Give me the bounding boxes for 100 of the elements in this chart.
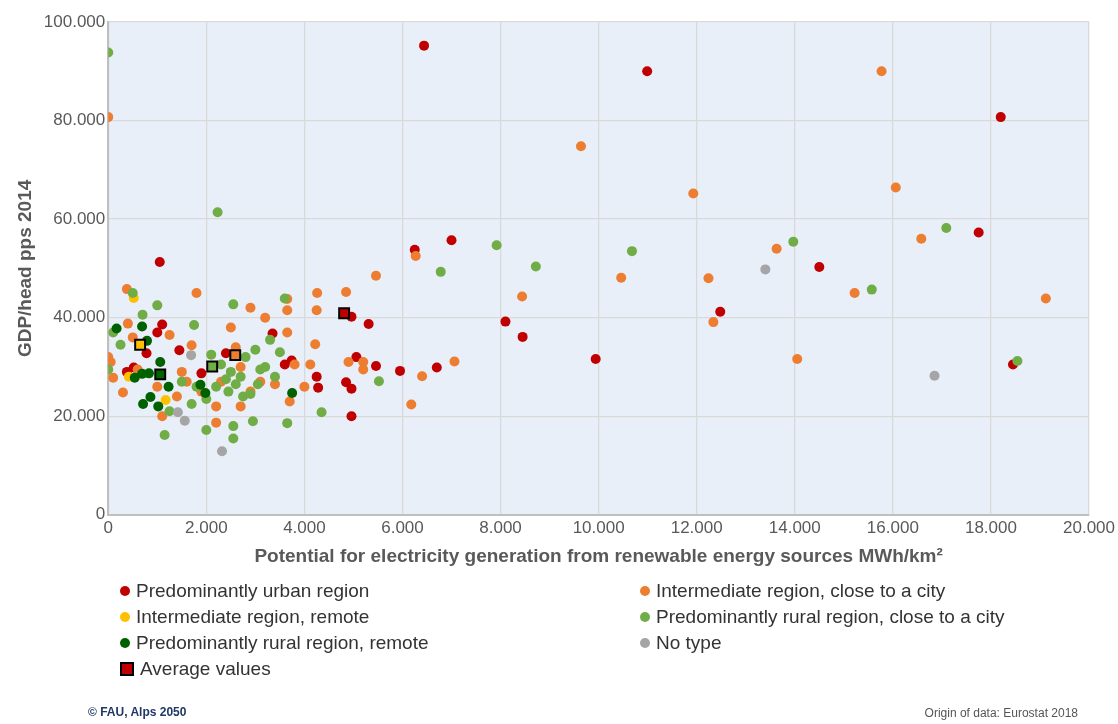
point <box>431 362 442 373</box>
point <box>111 323 122 334</box>
point <box>363 319 374 330</box>
point <box>240 352 251 363</box>
point <box>225 366 236 377</box>
point <box>715 306 726 317</box>
point <box>760 264 771 275</box>
legend-label: No type <box>656 632 722 654</box>
point <box>228 299 239 310</box>
x-tick-label: 14.000 <box>768 517 821 537</box>
y-tick-label: 100.000 <box>43 11 106 31</box>
point <box>230 379 241 390</box>
point <box>235 371 246 382</box>
point <box>155 357 166 368</box>
point <box>160 394 171 405</box>
point <box>211 381 222 392</box>
point <box>250 344 261 355</box>
x-tick-label: 6.000 <box>381 517 424 537</box>
point <box>279 359 290 370</box>
point <box>172 407 183 418</box>
y-tick-label: 60.000 <box>53 208 106 228</box>
point <box>153 401 164 412</box>
point <box>228 433 239 444</box>
text: © FAU, Alps 2050 <box>88 705 187 719</box>
x-tick-label: 10.000 <box>572 517 625 537</box>
point <box>206 349 217 360</box>
point <box>179 415 190 426</box>
y-tick-label: 0 <box>95 504 106 524</box>
point <box>129 372 140 383</box>
point <box>196 368 207 379</box>
legend-label: Intermediate region, remote <box>136 606 370 628</box>
point <box>395 365 406 376</box>
point <box>115 339 126 350</box>
point <box>351 352 362 363</box>
point <box>152 327 163 338</box>
point <box>346 383 357 394</box>
y-tick-label: 40.000 <box>53 307 106 327</box>
point <box>200 388 211 399</box>
x-tick-label: 16.000 <box>866 517 919 537</box>
point <box>127 288 138 299</box>
y-axis-title: GDP/head pps 2014 <box>13 179 35 358</box>
point <box>642 66 653 77</box>
point <box>176 376 187 387</box>
point <box>152 300 163 311</box>
point <box>137 321 148 332</box>
point <box>138 398 149 409</box>
point <box>941 222 952 233</box>
point <box>814 261 825 272</box>
point <box>419 40 430 51</box>
point <box>346 411 357 422</box>
point <box>265 334 276 345</box>
point <box>590 354 601 365</box>
point <box>137 309 148 320</box>
point <box>866 284 877 295</box>
x-axis-title: Potential for electricity generation from renewable energy sources MWh/km² <box>254 544 943 566</box>
point <box>247 416 258 427</box>
point <box>446 235 457 246</box>
point <box>157 319 168 330</box>
x-tick-label: 8.000 <box>479 517 522 537</box>
x-tick-label: 18.000 <box>964 517 1017 537</box>
point <box>1012 356 1023 367</box>
point <box>530 261 541 272</box>
point <box>189 320 200 331</box>
text: Origin of data: Eurostat 2018 <box>924 706 1078 720</box>
legend-label: Predominantly rural region, remote <box>136 632 429 654</box>
x-tick-label: 2.000 <box>185 517 228 537</box>
point <box>626 246 637 257</box>
point <box>159 429 170 440</box>
point <box>274 347 285 358</box>
point <box>973 227 984 238</box>
point <box>186 350 197 361</box>
y-tick-label: 80.000 <box>53 110 106 130</box>
point <box>435 266 446 277</box>
point <box>287 388 298 399</box>
point <box>229 349 242 362</box>
point <box>201 425 212 436</box>
legend-label: Intermediate region, close to a city <box>656 580 946 602</box>
x-tick-label: 4.000 <box>283 517 326 537</box>
legend-label: Average values <box>140 658 271 680</box>
point <box>491 240 502 251</box>
point <box>174 345 185 356</box>
point <box>228 421 239 432</box>
point <box>154 256 165 267</box>
point <box>371 360 381 371</box>
point <box>788 236 799 247</box>
x-tick-label: 12.000 <box>670 517 723 537</box>
point <box>212 207 223 218</box>
point <box>186 398 197 409</box>
point <box>316 407 327 418</box>
point <box>217 446 228 457</box>
point <box>313 382 324 393</box>
point <box>929 370 940 381</box>
point <box>238 391 249 402</box>
point <box>269 371 280 382</box>
legend-label: Predominantly rural region, close to a city <box>656 606 1005 628</box>
point <box>145 392 156 403</box>
point <box>223 386 234 397</box>
point <box>311 371 322 382</box>
point <box>341 377 352 388</box>
point <box>517 331 528 342</box>
